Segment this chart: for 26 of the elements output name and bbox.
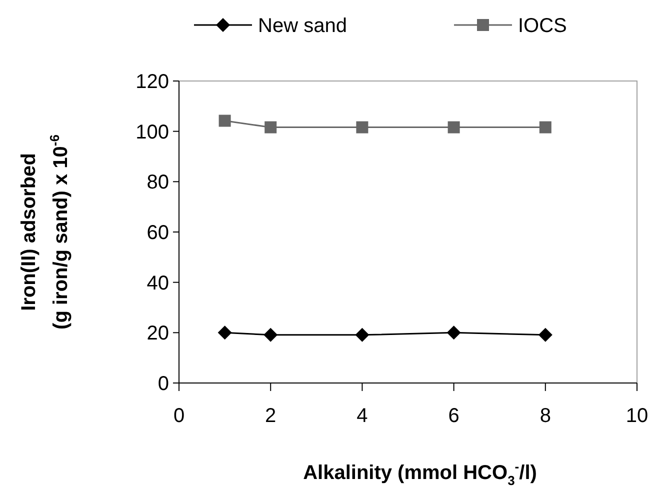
y-tick-label: 40 [146,272,169,294]
point [218,114,231,127]
y-tick-label: 20 [146,322,169,345]
point [264,328,278,342]
x-tick-label: 10 [626,405,648,427]
y-tick-label: 100 [136,121,169,144]
y-tick-label: 80 [146,172,169,194]
legend-label: IOCS [518,15,567,37]
x-tick-label: 2 [265,405,276,427]
point [538,328,552,342]
point [355,328,370,342]
x-tick-label: 4 [356,405,368,427]
point [446,326,461,340]
x-tick-label: 8 [540,405,551,427]
point [218,326,232,340]
point [264,121,277,134]
y-tick-label: 120 [136,71,169,93]
y-tick-label: 0 [158,373,169,395]
x-tick-label: 0 [173,405,185,427]
legend-label: New sand [258,15,347,37]
x-axis-title: Alkalinity (mmol HCO$_{3}$$^{-}$/l) [303,459,537,488]
x-tick-label: 6 [448,405,460,427]
point [356,121,368,134]
point [448,121,460,134]
y-tick-label: 60 [146,222,169,244]
point [539,121,552,134]
